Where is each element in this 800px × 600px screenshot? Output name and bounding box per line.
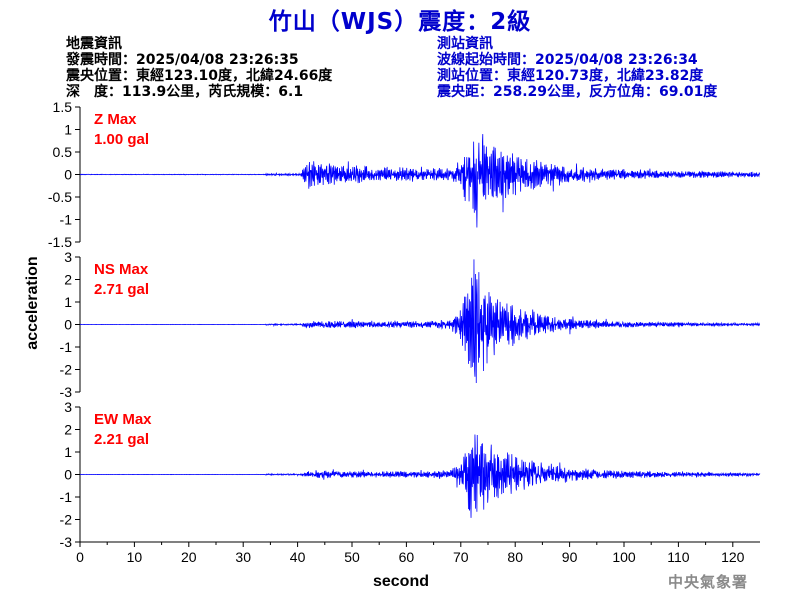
- x-tick-label: 110: [667, 549, 690, 565]
- x-tick-label: 0: [76, 549, 84, 565]
- epicenter-location: 震央位置：東經123.10度，北緯24.66度: [66, 68, 333, 84]
- max-label-z: Z Max: [94, 111, 137, 128]
- x-tick-label: 120: [721, 549, 745, 565]
- max-label-ew: EW Max: [94, 411, 152, 428]
- y-tick-label: -0.5: [48, 189, 72, 205]
- epicentral-distance: 震央距：258.29公里，反方位角：69.01度: [437, 84, 718, 100]
- y-tick-label: 2: [64, 422, 72, 438]
- earthquake-info-heading: 地震資訊: [66, 36, 122, 52]
- y-tick-label: 1: [64, 444, 72, 460]
- y-tick-label: 3: [64, 399, 72, 415]
- station-info: 測站資訊 波線起始時間：2025/04/08 23:26:34 測站位置：東經1…: [437, 36, 717, 100]
- y-tick-label: 1: [64, 122, 72, 138]
- y-tick-label: -1.5: [48, 234, 72, 250]
- y-tick-label: 0.5: [53, 144, 73, 160]
- y-tick-label: -1: [60, 489, 73, 505]
- station-location: 測站位置：東經120.73度，北緯23.82度: [437, 68, 704, 84]
- x-axis-label: second: [373, 573, 429, 590]
- max-value-z: 1.00 gal: [94, 131, 149, 148]
- y-tick-label: -1: [60, 339, 73, 355]
- x-tick-label: 20: [181, 549, 197, 565]
- earthquake-info: 地震資訊 發震時間：2025/04/08 23:26:35 震央位置：東經123…: [66, 36, 332, 100]
- panel-ew: -3 -2 -1 0 1 2 3 EW Max 2.21 gal: [60, 399, 761, 550]
- x-tick-label: 80: [507, 549, 523, 565]
- max-label-ns: NS Max: [94, 261, 149, 278]
- x-tick-label: 50: [344, 549, 360, 565]
- y-tick-label: 0: [64, 167, 72, 183]
- y-axis-label: acceleration: [24, 256, 41, 349]
- x-tick-label: 70: [453, 549, 469, 565]
- agency-name: 中央氣象署: [667, 573, 748, 591]
- x-tick-label: 60: [399, 549, 415, 565]
- x-tick-label: 40: [290, 549, 306, 565]
- max-value-ns: 2.71 gal: [94, 281, 149, 298]
- y-tick-label: -3: [60, 534, 73, 550]
- y-tick-label: -2: [60, 512, 73, 528]
- waveform-trace-ns: [79, 259, 761, 384]
- y-tick-label: 0: [64, 317, 72, 333]
- waveform-trace-z: [79, 134, 761, 228]
- x-tick-label: 30: [235, 549, 251, 565]
- panel-z: -1.5 -1 -0.5 0 0.5 1 1.5 Z Max 1.00 gal: [48, 99, 761, 250]
- max-value-ew: 2.21 gal: [94, 431, 149, 448]
- x-tick-label: 10: [127, 549, 143, 565]
- y-tick-label: -2: [60, 362, 73, 378]
- y-tick-label: 3: [64, 249, 72, 265]
- origin-time: 發震時間：2025/04/08 23:26:35: [66, 52, 299, 68]
- x-tick-label: 90: [562, 549, 578, 565]
- depth-magnitude: 深 度：113.9公里，芮氏規模：6.1: [66, 84, 304, 100]
- panel-ns: -3 -2 -1 0 1 2 3 NS Max 2.71 gal: [60, 249, 761, 400]
- y-tick-label: 0: [64, 467, 72, 483]
- waveform-start-time: 波線起始時間：2025/04/08 23:26:34: [437, 52, 698, 68]
- y-tick-label: -3: [60, 384, 73, 400]
- y-tick-label: 1.5: [53, 99, 73, 115]
- waveform-trace-ew: [79, 434, 761, 518]
- y-tick-label: 2: [64, 272, 72, 288]
- y-tick-label: -1: [60, 212, 73, 228]
- station-info-heading: 測站資訊: [437, 36, 493, 52]
- page-title: 竹山（WJS）震度：2級: [268, 9, 532, 35]
- x-tick-label: 100: [612, 549, 636, 565]
- y-tick-label: 1: [64, 294, 72, 310]
